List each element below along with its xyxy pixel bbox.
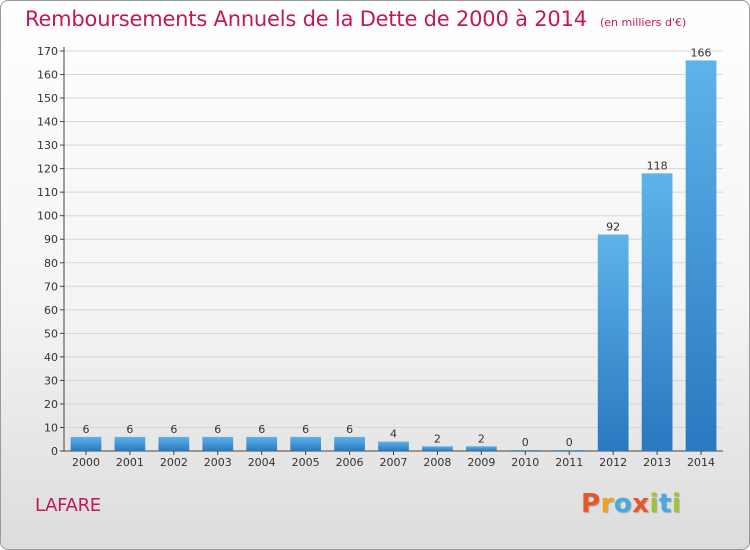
x-tick-label: 2005 (292, 456, 320, 469)
bar (202, 436, 234, 451)
x-tick-label: 2010 (511, 456, 539, 469)
x-tick-label: 2007 (380, 456, 408, 469)
bar (685, 60, 717, 451)
data-label: 2 (434, 432, 441, 445)
logo-letter: i (649, 489, 659, 519)
y-tick-label: 160 (37, 69, 58, 82)
x-tick-label: 2000 (72, 456, 100, 469)
y-tick-label: 170 (37, 45, 58, 58)
label-layer: 2000620016200262003620046200562006620074… (72, 46, 715, 469)
chart-unit: (en milliers d'€) (600, 16, 687, 29)
x-tick-label: 2002 (160, 456, 188, 469)
data-label: 118 (647, 159, 668, 172)
logo-letter: P (581, 489, 601, 519)
bar (158, 436, 190, 451)
bar (422, 446, 453, 451)
data-label: 6 (214, 423, 221, 436)
y-tick-label: 20 (44, 398, 58, 411)
x-tick-label: 2009 (467, 456, 495, 469)
chart-title: Remboursements Annuels de la Dette de 20… (25, 7, 587, 31)
data-label: 6 (258, 423, 265, 436)
y-tick-label: 100 (37, 210, 58, 223)
data-label: 0 (522, 436, 529, 449)
bar-layer (70, 60, 717, 451)
x-tick-label: 2012 (599, 456, 627, 469)
y-tick-label: 130 (37, 139, 58, 152)
data-label: 2 (478, 432, 485, 445)
x-tick-label: 2006 (336, 456, 364, 469)
x-tick-label: 2013 (643, 456, 671, 469)
logo-letter: x (632, 489, 650, 519)
data-label: 4 (390, 428, 397, 441)
data-label: 92 (606, 221, 620, 234)
x-tick-label: 2003 (204, 456, 232, 469)
y-tick-label: 30 (44, 374, 58, 387)
data-label: 6 (302, 423, 309, 436)
logo-letter: i (671, 489, 682, 519)
bar (246, 436, 278, 451)
y-tick-label: 80 (44, 257, 58, 270)
y-tick-label: 40 (44, 351, 58, 364)
data-label: 6 (126, 423, 133, 436)
y-tick-label: 60 (44, 304, 58, 317)
y-tick-label: 110 (37, 186, 58, 199)
bar (70, 436, 102, 451)
bar (597, 234, 629, 451)
x-tick-label: 2014 (687, 456, 715, 469)
proxiti-logo[interactable]: Proxiti (581, 489, 681, 519)
x-tick-label: 2008 (423, 456, 451, 469)
y-tick-label: 10 (44, 421, 58, 434)
bar (114, 436, 146, 451)
bar (641, 173, 673, 451)
bar (378, 441, 409, 451)
data-label: 166 (691, 46, 712, 59)
bar (290, 436, 322, 451)
x-tick-label: 2001 (116, 456, 144, 469)
x-tick-label: 2011 (555, 456, 583, 469)
y-tick-label: 120 (37, 163, 58, 176)
data-label: 6 (170, 423, 177, 436)
data-label: 6 (82, 423, 89, 436)
data-label: 6 (346, 423, 353, 436)
title-row: Remboursements Annuels de la Dette de 20… (25, 7, 686, 31)
commune-name: LAFARE (35, 495, 101, 516)
logo-letter: o (613, 489, 633, 519)
y-tick-label: 70 (44, 280, 58, 293)
y-tick-label: 0 (51, 445, 58, 458)
bar (509, 450, 541, 451)
bar (334, 436, 365, 451)
y-tick-label: 150 (37, 92, 58, 105)
y-tick-label: 50 (44, 327, 58, 340)
bar (553, 450, 585, 451)
bar (465, 446, 497, 451)
logo-letter: r (600, 489, 614, 519)
logo-letter: t (658, 489, 672, 519)
y-tick-label: 140 (37, 116, 58, 129)
y-tick-label: 90 (44, 233, 58, 246)
x-tick-label: 2004 (248, 456, 276, 469)
data-label: 0 (566, 436, 573, 449)
